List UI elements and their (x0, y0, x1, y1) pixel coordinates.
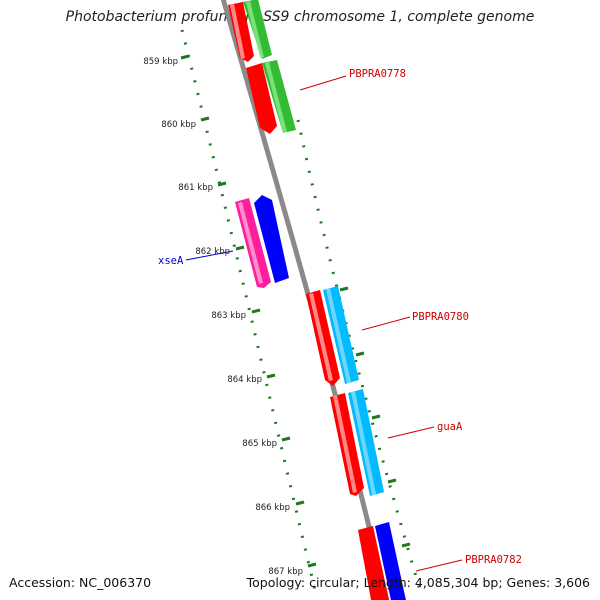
gene-highlight (230, 4, 245, 59)
gene-block-blue-xsea[interactable] (254, 195, 289, 283)
outer-major-tick-c (371, 414, 381, 420)
major-tick-861 (217, 181, 227, 187)
pbpra0778-leader-line (299, 75, 347, 91)
gene-label-lines (185, 75, 463, 572)
kbp-label-860: 860 kbp (161, 120, 196, 130)
pbpra0782-leader-line (415, 559, 463, 572)
outer-major-tick-b (355, 351, 365, 357)
gene-label-pbpra0778[interactable]: PBPRA0778 (349, 68, 406, 80)
major-tick-865 (281, 436, 291, 442)
gene-label-xsea[interactable]: xseA (158, 255, 184, 267)
kbp-label-859: 859 kbp (143, 57, 178, 67)
major-tick-863 (251, 308, 261, 314)
xsea-leader-line (185, 250, 234, 261)
chromosome-backbone (220, 0, 390, 600)
kbp-label-862: 862 kbp (195, 247, 230, 257)
major-ticks (180, 54, 411, 568)
gene-highlight (351, 391, 376, 495)
gene-block-red-778-inner[interactable] (246, 63, 277, 134)
outer-genes[interactable] (243, 0, 407, 600)
kbp-label-863: 863 kbp (211, 311, 246, 321)
map-title: Photobacterium profundum SS9 chromosome … (65, 9, 535, 25)
gene-block-red-782[interactable] (358, 526, 390, 600)
major-tick-866 (295, 500, 305, 506)
accession-text: Accession: NC_006370 (9, 575, 152, 590)
inner-genes[interactable] (228, 2, 289, 288)
gene-label-guaa[interactable]: guaA (437, 421, 463, 433)
kbp-label-866: 866 kbp (255, 503, 290, 513)
topology-text: Topology: circular; Length: 4,085,304 bp… (246, 575, 590, 590)
major-tick-859 (180, 54, 190, 60)
major-tick-864 (266, 373, 276, 379)
major-tick-867 (307, 562, 317, 568)
major-tick-860 (200, 116, 210, 122)
kbp-label-865: 865 kbp (242, 439, 277, 449)
outer-major-tick-e (401, 542, 411, 548)
pbpra0780-leader-line (361, 316, 411, 331)
gene-highlight (246, 1, 264, 58)
kbp-label-861: 861 kbp (178, 183, 213, 193)
kbp-label-864: 864 kbp (227, 375, 262, 385)
guaa-leader-line (387, 426, 435, 439)
major-tick-862 (235, 245, 245, 251)
gene-label-pbpra0782[interactable]: PBPRA0782 (465, 554, 522, 566)
gene-label-pbpra0780[interactable]: PBPRA0780 (412, 311, 469, 323)
gene-highlight (265, 62, 287, 133)
outer-major-tick-d (387, 478, 397, 484)
gene-name-labels[interactable]: PBPRA0778 xseA PBPRA0780 guaA PBPRA0782 (158, 68, 522, 566)
kbp-label-867: 867 kbp (268, 567, 303, 577)
gene-highlight (309, 293, 333, 381)
kbp-labels: 859 kbp 860 kbp 861 kbp 862 kbp 863 kbp … (143, 57, 303, 577)
inner-tick-track (180, 29, 317, 591)
gene-highlight (238, 202, 263, 284)
inner-tick-dots (180, 29, 317, 591)
gene-block-blue-782[interactable] (375, 522, 407, 600)
gene-highlight (333, 395, 357, 493)
outer-major-tick-a (339, 286, 349, 292)
gene-highlight (326, 288, 351, 383)
